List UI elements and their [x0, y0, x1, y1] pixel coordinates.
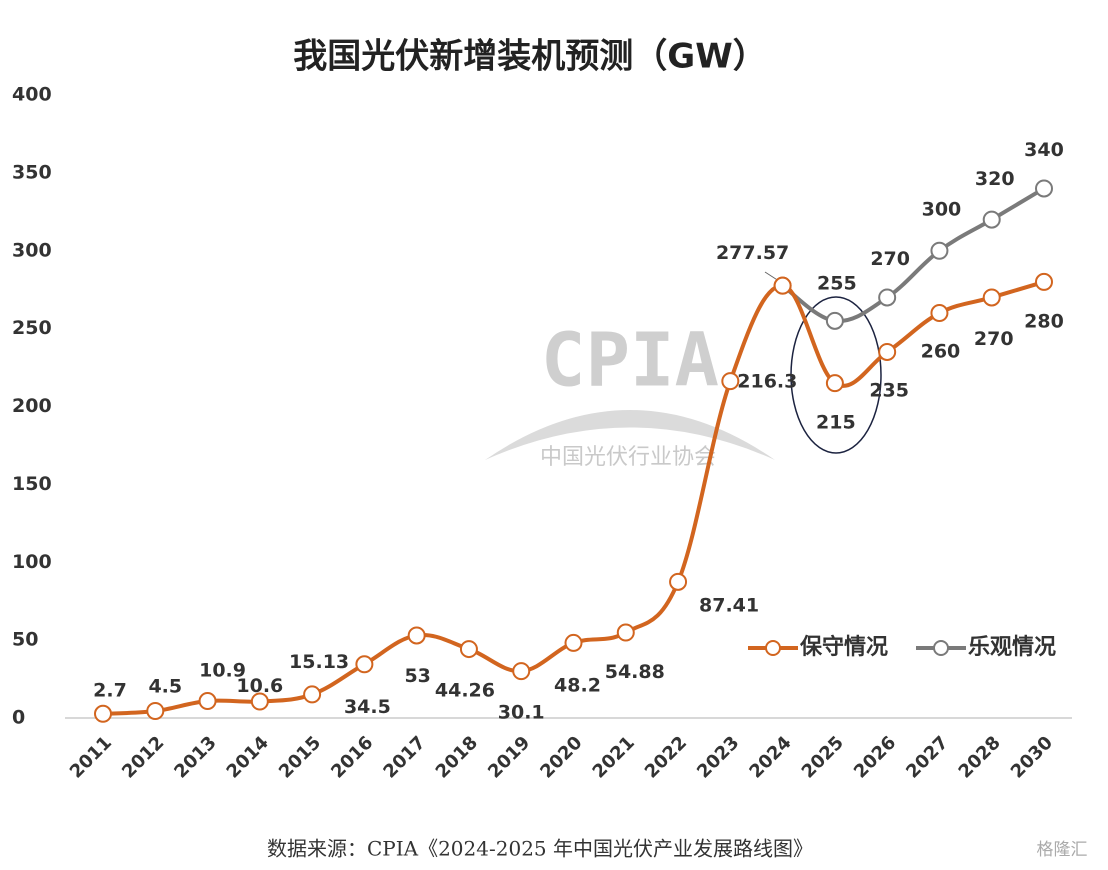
y-tick-label: 0 — [12, 707, 25, 729]
legend-label: 乐观情况 — [968, 634, 1056, 660]
point-marker — [250, 692, 269, 711]
watermark-logo: CPIA — [541, 318, 719, 404]
data-label: 87.41 — [699, 594, 759, 616]
y-tick-label: 350 — [12, 161, 52, 183]
point-marker — [355, 655, 374, 674]
y-tick-label: 250 — [12, 317, 52, 339]
point-marker — [982, 210, 1001, 229]
point-marker — [825, 374, 844, 393]
point-marker — [303, 685, 322, 704]
data-label: 10.6 — [236, 675, 283, 697]
data-label: 2.7 — [93, 679, 127, 701]
point-marker — [669, 572, 688, 591]
y-tick-label: 100 — [12, 551, 52, 573]
point-marker — [721, 372, 740, 391]
chart-title: 我国光伏新增装机预测（GW） — [293, 37, 766, 77]
legend-marker — [765, 640, 781, 656]
watermark-arc — [485, 410, 775, 460]
point-marker — [407, 626, 426, 645]
point-marker — [1035, 272, 1053, 291]
x-tick-label: 2011 — [66, 732, 116, 782]
source-note: 数据来源：CPIA《2024-2025 年中国光伏产业发展路线图》 — [267, 837, 813, 861]
point-marker — [564, 633, 583, 652]
data-label: 34.5 — [344, 696, 391, 718]
x-tick-label: 2012 — [118, 732, 168, 782]
legend-label: 保守情况 — [799, 634, 888, 660]
watermark-org: 中国光伏行业协会 — [540, 445, 716, 470]
point-marker — [1035, 179, 1053, 198]
data-label: 216.3 — [737, 371, 797, 393]
x-tick-label: 2022 — [641, 732, 691, 782]
data-label: 48.2 — [554, 674, 601, 696]
data-label: 15.13 — [289, 651, 349, 673]
data-label: 300 — [922, 198, 962, 220]
data-label: 340 — [1024, 139, 1064, 161]
point-marker — [198, 692, 217, 711]
point-marker — [878, 342, 897, 361]
point-marker — [982, 288, 1001, 307]
y-tick-label: 150 — [12, 473, 52, 495]
data-label: 44.26 — [435, 680, 495, 702]
x-tick-label: 2024 — [745, 732, 795, 782]
watermark: CPIA 中国光伏行业协会 — [485, 318, 775, 470]
point-marker — [459, 640, 478, 659]
y-tick-label: 400 — [12, 84, 52, 106]
x-tick-label: 2013 — [170, 732, 220, 782]
data-label: 4.5 — [148, 675, 182, 697]
data-label: 54.88 — [605, 661, 665, 683]
x-tick-label: 2015 — [275, 732, 325, 782]
x-tick-label: 2017 — [379, 732, 429, 782]
data-label: 277.57 — [716, 242, 789, 264]
y-tick-label: 50 — [12, 629, 38, 651]
x-tick-label: 2019 — [484, 732, 534, 782]
data-label: 30.1 — [498, 702, 545, 724]
data-label: 320 — [975, 168, 1015, 190]
data-label: 53 — [404, 665, 430, 687]
point-marker — [146, 701, 165, 720]
point-marker — [930, 304, 949, 323]
data-label: 270 — [974, 328, 1014, 350]
point-marker — [773, 276, 792, 295]
x-tick-label: 2016 — [327, 732, 377, 782]
point-marker — [825, 311, 844, 330]
point-marker — [616, 623, 635, 642]
data-label: 255 — [817, 272, 857, 294]
data-label: 10.9 — [199, 660, 246, 682]
x-tick-label: 2021 — [589, 732, 639, 782]
data-label: 270 — [870, 248, 910, 270]
point-marker — [94, 704, 112, 723]
x-tick-label: 2014 — [223, 732, 273, 782]
point-marker — [930, 241, 949, 260]
data-label: 235 — [869, 379, 909, 401]
brand: 格隆汇 — [1037, 840, 1088, 860]
data-label: 260 — [921, 341, 961, 363]
x-tick-label: 2020 — [536, 732, 586, 782]
x-tick-label: 2023 — [693, 732, 743, 782]
x-tick-label: 2030 — [1007, 732, 1057, 782]
x-tick-label: 2028 — [955, 732, 1005, 782]
x-tick-label: 2018 — [432, 732, 482, 782]
point-marker — [512, 662, 531, 681]
legend-marker — [933, 640, 949, 656]
x-tick-label: 2026 — [850, 732, 900, 782]
data-label: 280 — [1024, 310, 1064, 332]
y-tick-label: 300 — [12, 239, 52, 261]
y-tick-label: 200 — [12, 395, 52, 417]
data-label: 215 — [816, 412, 856, 434]
x-tick-label: 2025 — [798, 732, 848, 782]
point-marker — [878, 288, 897, 307]
highlight-ellipse — [790, 296, 882, 454]
x-tick-label: 2027 — [902, 732, 952, 782]
